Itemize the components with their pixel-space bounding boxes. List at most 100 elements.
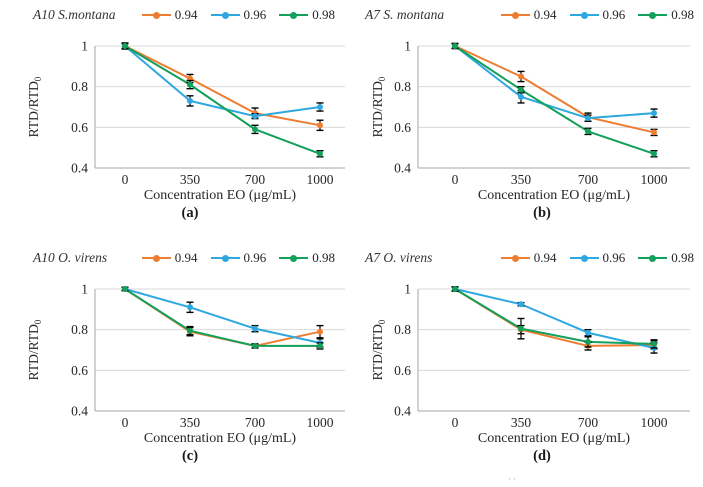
data-point-marker [452,286,458,292]
legend-label: 0.94 [533,7,557,22]
legend-line-marker-icon [569,11,599,19]
data-point-marker [122,286,128,292]
x-tick-label: 0 [452,415,459,430]
y-tick-label: 0.8 [394,79,411,94]
legend-line-marker-icon [279,11,309,19]
legend: 0.94 0.96 0.98 [141,248,335,268]
legend-item: 0.98 [638,5,694,25]
legend-dot-icon [649,254,657,262]
x-tick-label: 1000 [307,172,334,187]
legend-line-marker-icon [210,11,240,19]
y-tick-label: 0.6 [394,120,411,135]
panel-header: A7 S. montana 0.94 0.96 0.98 [352,5,703,25]
x-tick-label: 1000 [307,415,334,430]
data-point-marker [518,301,524,308]
data-point-marker [651,110,657,117]
legend-item: 0.96 [569,5,625,25]
legend-dot-icon [580,254,588,262]
series-line-0.98 [124,288,321,347]
legend: 0.94 0.96 0.98 [141,5,335,25]
y-axis-label: RTD/RTD0 [26,319,43,380]
x-tick-label: 350 [511,172,532,187]
data-point-marker [518,86,524,93]
legend-item: 0.94 [141,5,198,25]
legend-dot-icon [511,11,519,19]
legend-dot-icon [649,11,657,19]
data-point-marker [317,122,323,129]
legend-item: 0.96 [569,248,626,268]
x-tick-label: 700 [245,172,266,187]
legend: 0.94 0.96 0.98 [500,5,694,25]
series-line-0.96 [454,45,655,120]
legend-line-marker-icon [500,254,530,262]
y-tick-label: 0.6 [71,363,88,378]
y-axis-label: RTD/RTD0 [370,319,387,380]
chart-title: A10 O. virens [33,250,108,265]
y-tick-label: 0.6 [71,120,88,135]
legend-dot-icon [152,254,160,262]
chart-panel-b: 1 0.8 0.6 0.4 0 350 700 1000 Concentration EO (μ… [352,0,703,243]
x-tick-label: 0 [452,172,459,187]
data-point-marker [651,150,657,157]
y-tick-label: 1 [404,39,411,54]
legend-item: 0.96 [210,5,266,25]
y-axis-label: RTD/RTD0 [26,76,43,137]
data-point-marker [585,128,591,135]
x-tick-label: 1000 [641,172,668,187]
data-point-marker [585,338,591,345]
data-point-marker [452,43,458,49]
series-line-0.96 [454,288,655,349]
x-tick-label: 700 [578,172,599,187]
legend-dot-icon [221,254,229,262]
data-point-marker [317,342,323,349]
legend-dot-icon [152,11,160,19]
data-point-marker [317,150,323,157]
line-chart-b: 1 0.8 0.6 0.4 0 350 700 1000 Concentration EO (μ… [370,39,690,203]
data-point-marker [651,129,657,136]
y-axis-label: RTD/RTD0 [370,76,387,137]
legend-line-marker-icon [279,254,309,262]
data-point-marker [252,126,258,133]
legend-label: 0.98 [671,7,694,22]
y-tick-label: 0.4 [71,161,88,176]
legend-dot-icon [290,11,298,19]
x-tick-label: 1000 [641,415,668,430]
legend-item: 0.98 [638,248,694,268]
legend-label: 0.96 [602,250,626,265]
legend-line-marker-icon [500,11,530,19]
y-tick-label: 1 [404,282,411,297]
data-point-marker [187,81,193,88]
legend-label: 0.96 [243,250,267,265]
legend-dot-icon [511,254,519,262]
series-line-0.98 [454,45,655,155]
x-tick-label: 0 [122,172,129,187]
chart-title: A7 S. montana [365,7,445,22]
y-tick-label: 0.4 [394,161,411,176]
chart-panel-c: 1 0.8 0.6 0.4 0 350 700 1000 Concentration EO (μ… [0,243,351,486]
x-tick-label: 350 [180,415,201,430]
y-tick-label: 0.6 [394,363,411,378]
x-tick-label: 0 [122,415,129,430]
y-tick-label: 1 [81,39,88,54]
legend-label: 0.98 [312,7,335,22]
legend-line-marker-icon [210,254,240,262]
y-tick-label: 1 [81,282,88,297]
data-point-marker [252,342,258,349]
legend-label: 0.98 [671,250,694,265]
x-axis-label: Concentration EO (μg/mL) [144,188,296,203]
x-tick-label: 700 [245,415,266,430]
legend-item: 0.96 [210,248,267,268]
series-line-0.98 [454,288,655,345]
series-line-0.94 [454,45,655,134]
data-point-marker [187,97,193,104]
panel-caption: (a) [181,205,199,221]
panel-header: A10 S.montana 0.94 0.96 0.98 [0,5,351,25]
legend-label: 0.98 [312,250,335,265]
x-tick-label: 700 [578,415,599,430]
line-chart-d: 1 0.8 0.6 0.4 0 350 700 1000 Concentration EO (μ… [370,282,690,446]
data-point-marker [585,329,591,336]
x-axis-label: Concentration EO (μg/mL) [478,431,630,446]
y-tick-label: 0.4 [394,404,411,419]
legend-line-marker-icon [638,11,668,19]
